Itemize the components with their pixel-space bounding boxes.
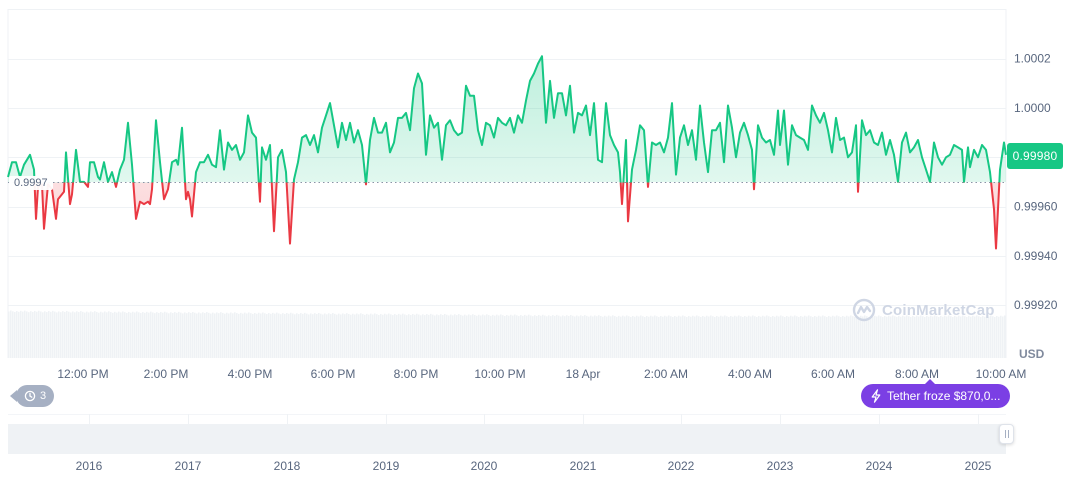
x-tick-label: 4:00 PM bbox=[228, 367, 273, 381]
currency-label: USD bbox=[1019, 347, 1045, 361]
price-line bbox=[7, 55, 1007, 250]
x-tick-label: 2:00 AM bbox=[644, 367, 688, 381]
x-tick-label: 6:00 AM bbox=[811, 367, 855, 381]
y-tick-label: 0.99940 bbox=[1014, 249, 1058, 263]
navigator-year-label: 2024 bbox=[866, 459, 893, 473]
x-tick-label: 6:00 PM bbox=[311, 367, 356, 381]
navigator-year-label: 2017 bbox=[175, 459, 202, 473]
navigator-year-label: 2019 bbox=[373, 459, 400, 473]
x-tick-label: 18 Apr bbox=[566, 367, 601, 381]
event-marker-tether-freeze[interactable]: Tether froze $870,0... bbox=[861, 379, 1011, 408]
x-tick-label: 8:00 AM bbox=[895, 367, 939, 381]
watermark-text: CoinMarketCap bbox=[882, 301, 995, 319]
x-tick-label: 8:00 PM bbox=[394, 367, 439, 381]
history-events-button[interactable]: 3 bbox=[9, 385, 55, 407]
y-tick-label: 0.99920 bbox=[1014, 298, 1058, 312]
history-count: 3 bbox=[40, 390, 47, 402]
current-price-badge: 0.99980 bbox=[1007, 143, 1063, 169]
x-tick-label: 2:00 PM bbox=[144, 367, 189, 381]
y-tick-label: 0.99960 bbox=[1014, 200, 1058, 214]
x-tick-label: 10:00 AM bbox=[976, 367, 1027, 381]
navigator-year-label: 2025 bbox=[965, 459, 992, 473]
event-label: Tether froze $870,0... bbox=[887, 389, 1001, 403]
x-tick-label: 10:00 PM bbox=[474, 367, 525, 381]
x-axis: 12:00 PM 2:00 PM 4:00 PM 6:00 PM 8:00 PM 10:0… bbox=[57, 367, 1026, 381]
navigator-area[interactable] bbox=[8, 424, 1006, 454]
y-tick-label: 1.0000 bbox=[1014, 101, 1051, 115]
navigator-year-label: 2020 bbox=[471, 459, 498, 473]
navigator-range-handle[interactable] bbox=[999, 424, 1014, 444]
navigator-year-label: 2023 bbox=[767, 459, 794, 473]
coinmarketcap-watermark: CoinMarketCap bbox=[852, 298, 995, 322]
y-tick-label: 1.0002 bbox=[1014, 52, 1051, 66]
x-tick-label: 12:00 PM bbox=[57, 367, 108, 381]
lightning-bolt-icon bbox=[871, 389, 881, 403]
baseline-label: 0.9997 bbox=[9, 176, 53, 190]
x-tick-label: 4:00 AM bbox=[728, 367, 772, 381]
navigator-year-label: 2021 bbox=[570, 459, 597, 473]
navigator[interactable]: 2016 2017 2018 2019 2020 2021 2022 2023 2024 2025 bbox=[8, 414, 1006, 473]
navigator-year-label: 2016 bbox=[76, 459, 103, 473]
navigator-year-label: 2022 bbox=[668, 459, 695, 473]
y-axis: 1.0002 1.0000 0.99960 0.99940 0.99920 bbox=[1014, 52, 1058, 313]
history-clock-icon bbox=[24, 390, 36, 402]
volume-bars bbox=[8, 310, 1006, 358]
navigator-year-label: 2018 bbox=[274, 459, 301, 473]
coinmarketcap-logo-icon bbox=[852, 298, 876, 322]
